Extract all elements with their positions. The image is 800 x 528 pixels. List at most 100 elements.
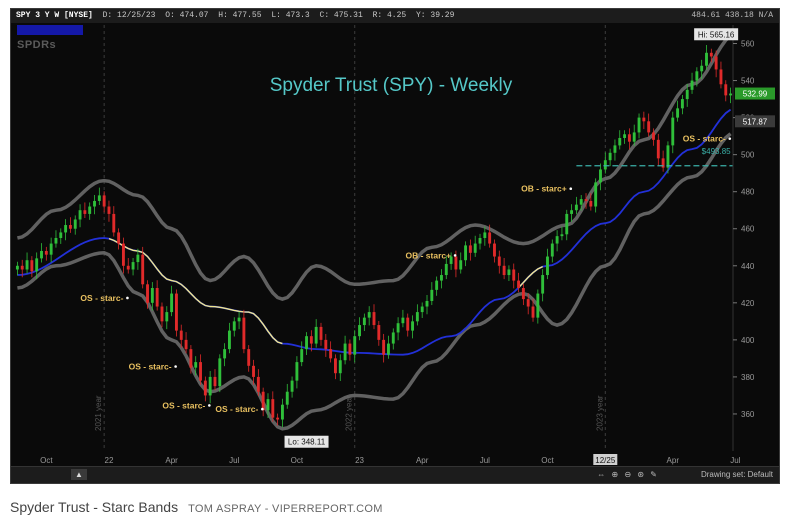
- candle-body: [353, 336, 357, 355]
- candle-body: [252, 365, 255, 377]
- price-tag-label: 532.99: [743, 90, 768, 99]
- annotation-marker: [208, 404, 211, 407]
- candle-body: [512, 269, 516, 281]
- candle-body: [237, 317, 241, 322]
- candle-body: [652, 132, 655, 140]
- quote-bar: SPY 3 Y W [NYSE] D: 12/25/23 O: 474.07 H…: [11, 9, 779, 23]
- annotation-marker: [728, 137, 732, 140]
- candle-body: [358, 325, 361, 337]
- scroll-up-icon[interactable]: ▲: [71, 469, 87, 480]
- close-label: C: 475.31: [319, 11, 363, 20]
- candle-body: [594, 182, 598, 207]
- candle-body: [391, 332, 395, 344]
- candle-body: [705, 52, 708, 66]
- candle-body: [155, 288, 159, 307]
- moving-average-highlight: [518, 265, 544, 289]
- x-tick-label: Jul: [480, 456, 490, 465]
- candle-body: [30, 260, 34, 272]
- candle-body: [435, 280, 439, 290]
- date-label: D: 12/25/23: [102, 11, 156, 20]
- candle-body: [20, 265, 24, 270]
- candle-body: [497, 256, 501, 266]
- candle-body: [685, 89, 689, 100]
- candle-body: [656, 139, 660, 159]
- candle-body: [526, 299, 530, 307]
- candle-body: [372, 312, 376, 326]
- candle-body: [319, 326, 323, 340]
- candle-body: [117, 232, 121, 244]
- symbol-label[interactable]: SPY 3 Y W [NYSE]: [16, 11, 93, 20]
- chart-title: Spyder Trust (SPY) - Weekly: [270, 75, 513, 96]
- candle-body: [146, 284, 149, 303]
- candle-body: [208, 376, 212, 396]
- x-tick-label: 23: [355, 456, 364, 465]
- candle-body: [247, 349, 251, 366]
- candle-body: [131, 262, 135, 270]
- candle-body: [184, 339, 188, 350]
- annotation-marker: [126, 296, 129, 300]
- figure-caption: Spyder Trust - Starc Bands TOM ASPRAY - V…: [10, 499, 383, 515]
- candlestick-chart[interactable]: 2021 year 2022 year 2023 year 360 380 400 420 4…: [11, 9, 780, 484]
- candle-body: [160, 306, 164, 322]
- x-tick-label: Jul: [229, 456, 239, 465]
- candle-body: [213, 376, 217, 387]
- candle-body: [396, 323, 400, 333]
- candle-body: [531, 306, 535, 318]
- candle-body: [295, 362, 299, 381]
- candle-body: [382, 339, 386, 355]
- change-label: Y: 39.29: [415, 11, 455, 20]
- candle-body: [218, 358, 222, 387]
- candle-body: [599, 169, 602, 183]
- annotation-label: OS - starc-: [129, 362, 172, 372]
- candle-body: [406, 317, 410, 331]
- price-tag-label: 517.87: [743, 117, 768, 126]
- candle-body: [367, 312, 371, 318]
- study-values: 484.61 438.18 N/A: [691, 11, 773, 20]
- candle-body: [261, 391, 265, 411]
- candle-body: [493, 243, 496, 257]
- candle-body: [454, 256, 458, 270]
- candle-body: [300, 349, 304, 363]
- low-label: L: 473.3: [271, 11, 310, 20]
- candle-body: [425, 300, 429, 307]
- price-tag-label: Lo: 348.11: [288, 438, 326, 447]
- price-tag-label: $493.85: [702, 147, 731, 156]
- candle-body: [415, 312, 419, 322]
- candle-body: [97, 195, 101, 201]
- candle-body: [54, 238, 58, 244]
- y-tick-label: 540: [741, 77, 755, 86]
- candle-body: [709, 52, 713, 57]
- candle-body: [309, 336, 313, 344]
- candle-body: [411, 321, 414, 331]
- candle-body: [141, 254, 145, 285]
- candle-body: [199, 362, 202, 381]
- annotation-marker: [174, 365, 177, 368]
- candle-body: [695, 71, 699, 81]
- candle-body: [550, 243, 554, 257]
- zoom-tools-icon[interactable]: ⇔ ⊕ ⊖ ⊛ ✎: [597, 470, 659, 479]
- candle-body: [642, 117, 646, 122]
- candle-body: [223, 349, 227, 359]
- candle-body: [93, 200, 96, 207]
- drawing-set-label[interactable]: Drawing set: Default: [700, 470, 773, 479]
- study-legend[interactable]: [17, 25, 83, 35]
- annotation-label: OS - starc-: [80, 293, 123, 303]
- candle-body: [608, 152, 612, 161]
- price-tag-box: [694, 28, 739, 41]
- period-label: 2021 year: [94, 395, 103, 431]
- candle-body: [189, 349, 193, 368]
- candle-body: [266, 399, 270, 411]
- candle-body: [507, 269, 511, 276]
- candle-body: [478, 238, 482, 244]
- candle-body: [565, 213, 569, 235]
- candle-body: [541, 275, 545, 294]
- candle-body: [49, 243, 53, 255]
- candle-body: [377, 325, 381, 340]
- watermark-logo: SPDRs: [17, 39, 57, 51]
- caption-title: Spyder Trust - Starc Bands: [10, 499, 179, 515]
- annotation-label: OS - starc-: [683, 134, 726, 144]
- candle-body: [483, 232, 487, 238]
- candle-body: [203, 380, 207, 396]
- annotation-label: OS - starc-: [162, 400, 205, 410]
- candle-body: [584, 199, 588, 201]
